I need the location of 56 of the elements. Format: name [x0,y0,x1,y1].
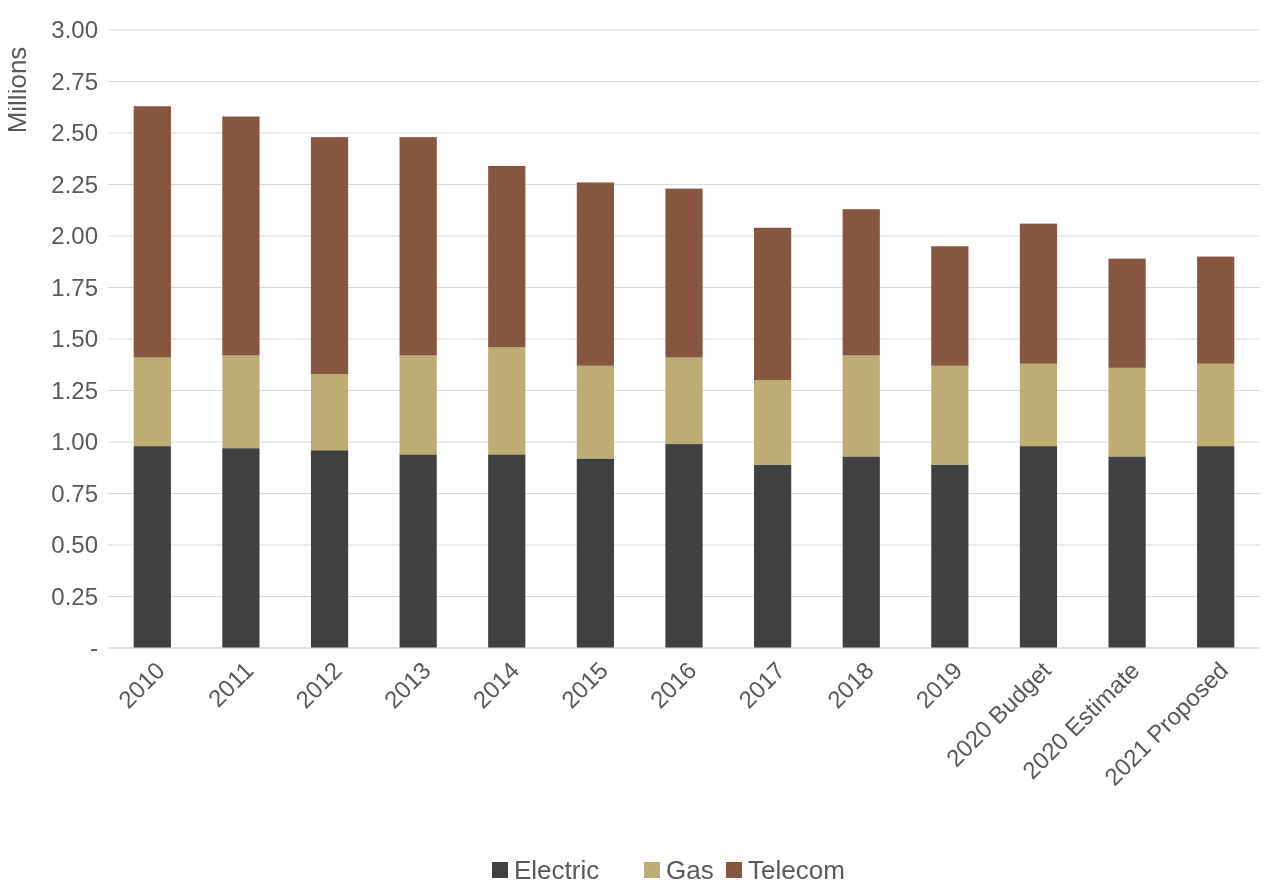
y-tick-label: 2.50 [51,119,98,147]
bar [488,454,526,648]
bar [754,464,792,648]
bar [665,188,703,358]
bar [576,458,614,648]
y-tick-label: 1.75 [51,273,98,301]
y-tick-label: 0.50 [51,531,98,559]
bar [1108,367,1146,457]
bar [488,347,526,455]
y-tick-label: 2.00 [51,222,98,250]
bar [576,365,614,459]
bar [1108,456,1146,648]
y-tick-label: 1.00 [51,428,98,456]
bar [1197,446,1235,648]
bar [931,464,969,648]
bar [310,450,349,648]
legend-label: Electric [514,855,600,886]
bar [1019,363,1058,447]
legend-label: Gas [666,855,714,886]
bar [310,374,349,451]
bar [310,137,349,375]
bar [754,380,792,465]
legend-label: Telecom [748,855,845,886]
bar [842,456,880,648]
y-tick-label: 0.75 [51,479,98,507]
bar [576,182,614,366]
bar [931,246,969,366]
bar [754,227,792,381]
y-tick-label: 2.75 [51,67,98,95]
bar [665,357,703,445]
bar [222,448,260,648]
bar [1108,258,1146,368]
bar [1019,446,1058,648]
y-tick-label: 0.25 [51,582,98,610]
bar [399,137,437,356]
bar [842,355,880,457]
bar [399,454,437,648]
bar [1197,256,1235,364]
y-axis-title: Millions [2,46,33,134]
bar [399,355,437,455]
bar [222,355,260,449]
bar [1019,223,1058,364]
y-tick-label: 2.25 [51,170,98,198]
y-tick-label: 1.25 [51,376,98,404]
bar [133,446,171,648]
bar [1197,363,1235,447]
bar [222,116,260,356]
bar [931,365,969,465]
bar [133,106,171,358]
y-tick-label: 3.00 [51,16,98,44]
bar [133,357,171,447]
y-tick-label: 1.50 [51,325,98,353]
bar [488,165,526,348]
bar [665,444,703,648]
y-tick-label: - [90,634,98,662]
bar [842,209,880,356]
